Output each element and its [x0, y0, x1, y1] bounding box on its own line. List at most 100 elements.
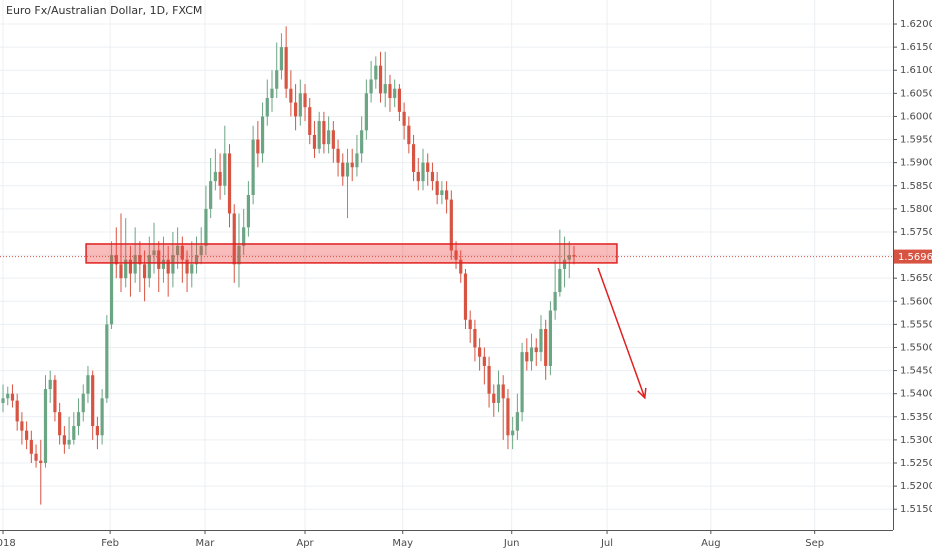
- candle-body: [95, 426, 99, 436]
- candle-body: [62, 435, 66, 445]
- candle-body: [242, 227, 246, 246]
- y-tick-label: 1.55500: [900, 319, 932, 330]
- candle-body: [20, 421, 24, 431]
- candle-body: [157, 250, 161, 269]
- last-price-label: 1.56967: [898, 252, 932, 263]
- candle-body: [572, 255, 576, 257]
- candle-body: [548, 310, 553, 366]
- candle-body: [478, 347, 482, 357]
- candle-body: [204, 208, 208, 246]
- candle-body: [331, 130, 335, 149]
- candle-body: [142, 264, 147, 279]
- y-tick-label: 1.52500: [900, 458, 932, 469]
- candle-body: [138, 255, 142, 265]
- candle-body: [124, 259, 128, 279]
- resistance-zone: [85, 243, 618, 264]
- candle-body: [289, 88, 293, 103]
- candle-body: [393, 88, 397, 98]
- candle-body: [421, 162, 425, 182]
- candle-body: [180, 245, 184, 260]
- candle-body: [473, 328, 477, 348]
- candle-body: [105, 324, 109, 399]
- candle-body: [72, 426, 76, 440]
- candle-body: [459, 259, 463, 274]
- x-tick-label: Apr: [296, 538, 314, 549]
- y-tick-label: 1.52000: [900, 481, 932, 492]
- candle-body: [270, 88, 274, 98]
- candle-body: [6, 393, 10, 399]
- candle-body: [308, 107, 312, 135]
- candle-body: [1, 398, 5, 403]
- candle-body: [383, 84, 387, 94]
- candle-body: [430, 171, 435, 182]
- candle-body: [402, 111, 406, 126]
- candle-body: [10, 393, 15, 401]
- candle-body: [185, 259, 189, 274]
- candle-body: [237, 245, 241, 265]
- x-tick-label: Jul: [600, 538, 613, 549]
- candle-body: [128, 259, 133, 274]
- candle-body: [256, 139, 260, 154]
- candle-body: [39, 460, 43, 463]
- candle-body: [48, 379, 52, 390]
- candle-body: [416, 171, 420, 182]
- candle-body: [482, 356, 486, 366]
- candle-body: [317, 121, 321, 149]
- candle-body: [411, 144, 416, 172]
- candle-body: [114, 255, 118, 265]
- candle-body: [246, 194, 251, 228]
- candle-body: [501, 384, 505, 399]
- x-tick-label: Aug: [701, 538, 721, 549]
- candle-body: [176, 245, 180, 256]
- candle-body: [529, 347, 534, 362]
- x-tick-label: 2018: [0, 538, 16, 549]
- candle-body: [147, 255, 151, 279]
- candle-body: [58, 412, 62, 436]
- candle-body: [449, 199, 453, 251]
- candle-body: [166, 259, 170, 274]
- candle-body: [67, 439, 71, 445]
- candle-body: [397, 88, 402, 112]
- candle-body: [25, 430, 29, 440]
- candle-body: [171, 255, 175, 274]
- candle-body: [152, 250, 156, 256]
- candle-body: [435, 181, 439, 195]
- candle-body: [378, 65, 383, 94]
- candle-body: [350, 162, 354, 168]
- candle-body: [275, 70, 279, 89]
- candle-body: [209, 181, 213, 209]
- candle-body: [341, 162, 345, 177]
- candle-body: [520, 352, 524, 413]
- y-tick-label: 1.59000: [900, 158, 932, 169]
- candle-body: [440, 190, 444, 195]
- candle-body: [322, 121, 326, 145]
- candle-body: [374, 65, 378, 80]
- arrow-head: [637, 387, 647, 400]
- candle-body: [15, 400, 19, 422]
- candle-body: [534, 347, 538, 353]
- y-tick-label: 1.54000: [900, 389, 932, 400]
- y-tick-label: 1.54500: [900, 366, 932, 377]
- candle-body: [345, 162, 350, 177]
- candle-body: [492, 393, 496, 403]
- candle-body: [298, 93, 302, 117]
- candle-body: [454, 250, 458, 260]
- candle-body: [506, 398, 510, 436]
- candle-body: [407, 125, 411, 145]
- candle-body: [29, 439, 33, 454]
- candle-body: [133, 255, 137, 274]
- y-tick-label: 1.60000: [900, 111, 932, 122]
- candle-body: [227, 153, 232, 214]
- x-tick-label: Feb: [101, 538, 119, 549]
- candle-body: [293, 102, 298, 117]
- candle-body: [444, 190, 449, 200]
- candle-body: [369, 79, 373, 94]
- candle-body: [468, 319, 472, 329]
- candle-body: [553, 292, 557, 311]
- axes: 1.51500 1.52000 1.52500 1.53000 1.53500 1.540…: [0, 19, 932, 549]
- arrow-line: [597, 267, 646, 399]
- candle-body: [364, 93, 368, 131]
- y-tick-label: 1.58000: [900, 204, 932, 215]
- candle-body: [496, 384, 501, 403]
